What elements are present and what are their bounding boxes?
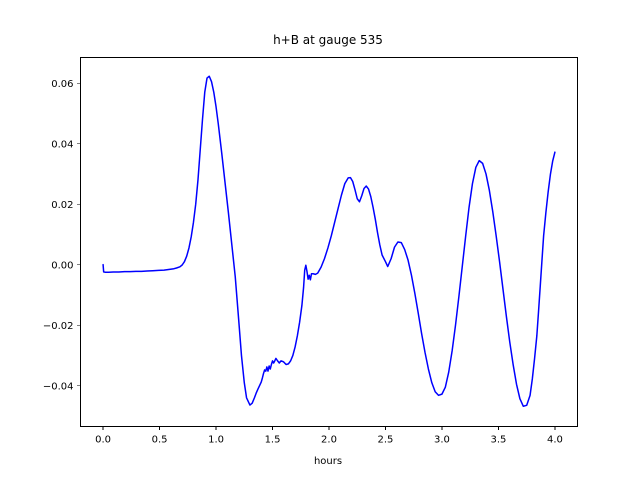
x-tick-label: 0.5 [152,435,168,446]
series-lines [102,75,556,407]
y-tick-label: 0.06 [51,79,73,90]
x-axis-ticks: 0.0 0.5 1.0 1.5 2.0 2.5 3.0 3.5 4.0 [95,426,563,446]
x-axis-label: hours [314,456,342,467]
y-tick-label: 0.04 [51,139,73,150]
x-tick-label: 3.5 [490,435,506,446]
x-tick-label: 1.0 [208,435,224,446]
y-tick-label: −0.02 [43,321,74,332]
x-tick-label: 2.0 [321,435,337,446]
series-line-0 [102,75,556,407]
y-axis-ticks: −0.04 −0.02 0.00 0.02 0.04 0.06 [43,79,81,392]
x-tick-label: 3.0 [434,435,450,446]
x-tick-label: 0.0 [95,435,111,446]
chart-title: h+B at gauge 535 [273,33,383,47]
y-tick-label: −0.04 [43,381,74,392]
y-tick-label: 0.00 [51,260,73,271]
x-tick-label: 2.5 [378,435,394,446]
x-tick-label: 1.5 [265,435,281,446]
y-tick-label: 0.02 [51,200,73,211]
x-tick-label: 4.0 [547,435,563,446]
